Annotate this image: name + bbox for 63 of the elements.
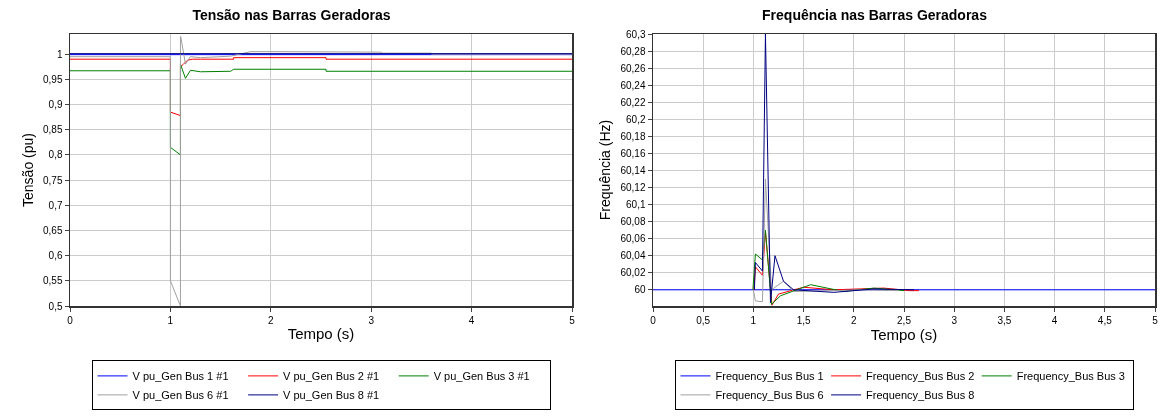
x-axis-title: Tempo (s) xyxy=(287,325,355,343)
y-tick-label: 60,22 xyxy=(620,96,646,108)
x-tick-label: 0 xyxy=(650,314,657,326)
line-series xyxy=(70,36,572,306)
x-tick-label: 3,5 xyxy=(997,314,1012,326)
y-tick-label: 0,5 xyxy=(48,300,63,312)
legend-label: V pu_Gen Bus 3 #1 xyxy=(433,370,530,383)
y-tick-label: 60,08 xyxy=(620,216,646,228)
x-tick-label: 1,5 xyxy=(796,314,811,326)
y-tick-label: 60,16 xyxy=(620,147,646,159)
y-tick-label: 60,14 xyxy=(620,164,646,176)
x-tick-label: 3 xyxy=(368,314,375,326)
legend-label: V pu_Gen Bus 8 #1 xyxy=(283,389,380,402)
legend-label: Frequency_Bus Bus 2 xyxy=(866,370,975,383)
x-tick-label: 4,5 xyxy=(1097,314,1113,326)
x-axis-title: Tempo (s) xyxy=(870,325,938,343)
legend-label: Frequency_Bus Bus 6 xyxy=(715,389,824,402)
y-tick-label: 60,26 xyxy=(620,62,646,74)
y-tick-label: 0,7 xyxy=(48,199,63,211)
line-series xyxy=(753,34,915,304)
legend-label: V pu_Gen Bus 6 #1 xyxy=(132,389,229,402)
y-axis-title: Tensão (pu) xyxy=(19,133,36,207)
chart-title: Frequência nas Barras Geradoras xyxy=(762,7,988,24)
x-tick-label: 2 xyxy=(851,314,858,326)
x-tick-label: 3 xyxy=(951,314,958,326)
x-tick-label: 5 xyxy=(1152,314,1159,326)
y-tick-label: 0,6 xyxy=(48,250,63,262)
y-tick-label: 60,3 xyxy=(626,28,646,40)
x-tick-label: 1 xyxy=(167,314,174,326)
x-tick-label: 5 xyxy=(569,314,576,326)
x-tick-label: 4 xyxy=(468,314,475,326)
x-tick-label: 2 xyxy=(268,314,275,326)
chart-title: Tensão nas Barras Geradoras xyxy=(192,7,391,24)
x-tick-label: 1 xyxy=(750,314,757,326)
legend-label: V pu_Gen Bus 2 #1 xyxy=(283,370,380,383)
legend-label: V pu_Gen Bus 1 #1 xyxy=(132,370,229,383)
y-tick-label: 60,2 xyxy=(626,113,646,125)
y-tick-label: 1 xyxy=(56,48,63,60)
x-tick-label: 0 xyxy=(67,314,74,326)
y-tick-label: 60,06 xyxy=(620,233,646,245)
y-tick-label: 0,85 xyxy=(43,124,63,136)
legend-label: Frequency_Bus Bus 8 xyxy=(866,389,975,402)
y-tick-label: 0,55 xyxy=(43,275,63,287)
y-axis-title: Frequência (Hz) xyxy=(597,119,614,221)
line-series xyxy=(752,178,900,303)
x-tick-label: 0,5 xyxy=(696,314,711,326)
legend-label: Frequency_Bus Bus 3 xyxy=(1016,370,1125,383)
y-tick-label: 60,1 xyxy=(626,199,646,211)
y-tick-label: 0,8 xyxy=(48,149,63,161)
y-tick-label: 0,9 xyxy=(48,99,63,111)
y-tick-label: 0,65 xyxy=(43,224,63,236)
y-tick-label: 60,02 xyxy=(620,267,646,279)
y-tick-label: 60,18 xyxy=(620,130,646,142)
y-tick-label: 60,12 xyxy=(620,181,646,193)
x-tick-label: 4 xyxy=(1051,314,1058,326)
y-tick-label: 60,24 xyxy=(620,79,646,91)
y-tick-label: 60 xyxy=(634,284,646,296)
y-tick-label: 60,04 xyxy=(620,250,646,262)
y-tick-label: 0,75 xyxy=(43,174,63,186)
x-tick-label: 2,5 xyxy=(897,314,912,326)
y-tick-label: 0,95 xyxy=(43,73,63,85)
legend-label: Frequency_Bus Bus 1 xyxy=(715,370,824,383)
y-tick-label: 60,28 xyxy=(620,45,646,57)
